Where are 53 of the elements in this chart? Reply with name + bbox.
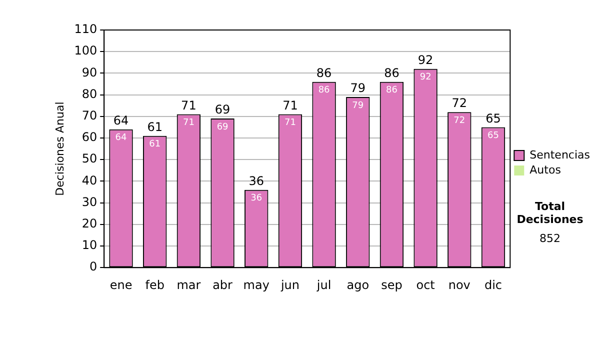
y-tick-label: 100 <box>74 44 98 58</box>
data-label: 71 <box>182 118 194 128</box>
data-label: 64 <box>115 133 128 144</box>
legend-label: Sentencias <box>530 148 590 162</box>
total-label: 92 <box>418 53 434 68</box>
data-label: 72 <box>454 116 466 126</box>
total-label: 86 <box>384 66 400 80</box>
total-label: 69 <box>214 102 230 117</box>
y-axis-title: Decisiones Anual <box>53 102 66 196</box>
y-tick-label: 50 <box>82 152 98 166</box>
y-tick-label: 60 <box>82 130 98 144</box>
x-tick-label: nov <box>448 278 470 292</box>
legend-label: Autos <box>530 163 562 176</box>
y-tick-label: 10 <box>82 238 98 252</box>
x-tick-label: ago <box>346 278 370 292</box>
text: 852 <box>538 232 562 245</box>
y-tick-label: 20 <box>82 216 98 231</box>
y-tick-label: 110 <box>74 22 98 36</box>
x-tick-label: ene <box>110 278 132 292</box>
text: Total Decisiones <box>516 200 584 226</box>
total-label: 65 <box>486 111 501 126</box>
y-tick-label: 40 <box>82 173 98 188</box>
total-label: 64 <box>113 113 129 128</box>
y-tick-label: 80 <box>82 86 98 101</box>
y-tick-label: 70 <box>82 108 98 123</box>
data-label: 61 <box>149 140 161 150</box>
x-tick-label: jul <box>316 278 332 292</box>
x-tick-label: abr <box>212 278 233 292</box>
total-label: 36 <box>248 174 264 188</box>
total-label: 79 <box>350 81 366 96</box>
total-label: 71 <box>282 98 298 112</box>
total-label: 71 <box>181 98 196 112</box>
data-label: 79 <box>352 100 364 111</box>
x-tick-label: jun <box>280 278 300 292</box>
data-label: 69 <box>216 122 229 132</box>
data-label: 65 <box>488 131 499 142</box>
data-label: 92 <box>420 72 432 83</box>
data-label: 86 <box>386 86 398 96</box>
x-tick-label: feb <box>145 278 164 292</box>
x-tick-label: dic <box>484 278 502 292</box>
x-tick-label: may <box>243 278 270 292</box>
x-tick-label: mar <box>176 278 201 292</box>
y-tick-label: 0 <box>89 260 98 274</box>
data-label: 86 <box>318 86 330 96</box>
x-tick-label: sep <box>381 278 402 292</box>
total-label: 86 <box>316 66 332 80</box>
x-tick-label: oct <box>416 278 436 292</box>
total-label: 61 <box>147 120 162 134</box>
total-label: 72 <box>452 96 468 110</box>
y-tick-label: 30 <box>82 194 98 209</box>
data-label: 36 <box>250 194 262 204</box>
data-label: 71 <box>284 118 296 128</box>
y-tick-label: 90 <box>82 65 98 80</box>
